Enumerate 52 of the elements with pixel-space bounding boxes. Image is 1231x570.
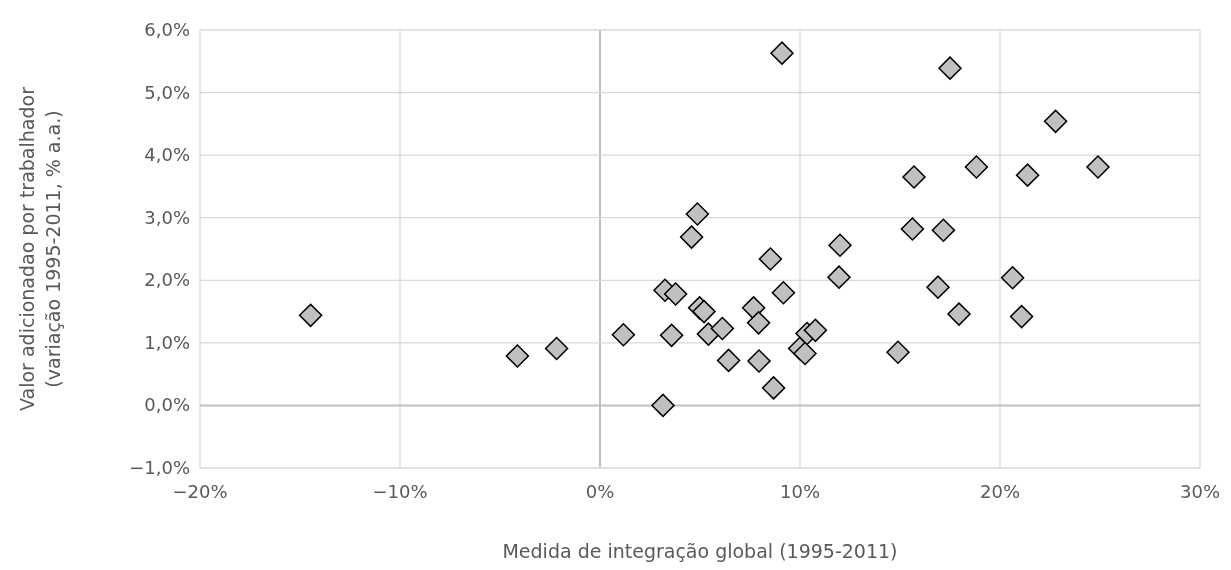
y-tick-label: −1,0% [129, 457, 190, 478]
point [663, 282, 688, 306]
point [298, 303, 323, 328]
point [900, 217, 925, 241]
point [886, 340, 910, 364]
y-tick-label: 6,0% [144, 19, 190, 40]
point [938, 56, 962, 80]
x-tick-label: 10% [779, 481, 821, 502]
point [747, 349, 771, 373]
point [544, 336, 569, 361]
point [1009, 304, 1034, 329]
x-tick-label: 20% [979, 481, 1021, 502]
y-axis-title: Valor adicionadao por trabalhador (variação 1995-2011, % a.a.) [16, 86, 64, 411]
point [710, 316, 735, 341]
point [770, 41, 794, 65]
point [1000, 266, 1025, 290]
point [828, 233, 852, 257]
x-tick-label: −20% [172, 481, 228, 502]
point [1015, 163, 1040, 187]
point [964, 155, 989, 179]
point [931, 218, 956, 242]
y-tick-label: 1,0% [144, 331, 190, 353]
point [505, 344, 530, 368]
point [758, 247, 783, 271]
x-tick-label: −10% [372, 481, 428, 502]
point [679, 225, 704, 249]
point [926, 275, 950, 299]
point [771, 281, 796, 305]
point [803, 318, 828, 343]
point [1043, 109, 1068, 134]
point [685, 202, 710, 226]
y-tick-label: 0,0% [144, 394, 190, 416]
y-tick-label: 2,0% [144, 269, 190, 291]
x-axis-title: Medida de integração global (1995-2011) [502, 540, 898, 562]
point [746, 311, 771, 335]
point [611, 322, 636, 347]
y-tick-label: 4,0% [144, 144, 190, 166]
point [827, 265, 851, 289]
x-tick-label: 30% [1179, 481, 1221, 502]
point [692, 299, 716, 324]
point [1086, 155, 1110, 179]
point [651, 393, 675, 418]
point [902, 165, 926, 189]
y-tick-label: 5,0% [144, 81, 190, 103]
point [761, 376, 786, 400]
point [793, 341, 817, 366]
point [741, 296, 766, 320]
x-tick-label: 0% [585, 481, 615, 502]
point [716, 348, 741, 373]
y-tick-label: 3,0% [144, 206, 190, 228]
point [659, 323, 684, 348]
point [947, 302, 971, 326]
